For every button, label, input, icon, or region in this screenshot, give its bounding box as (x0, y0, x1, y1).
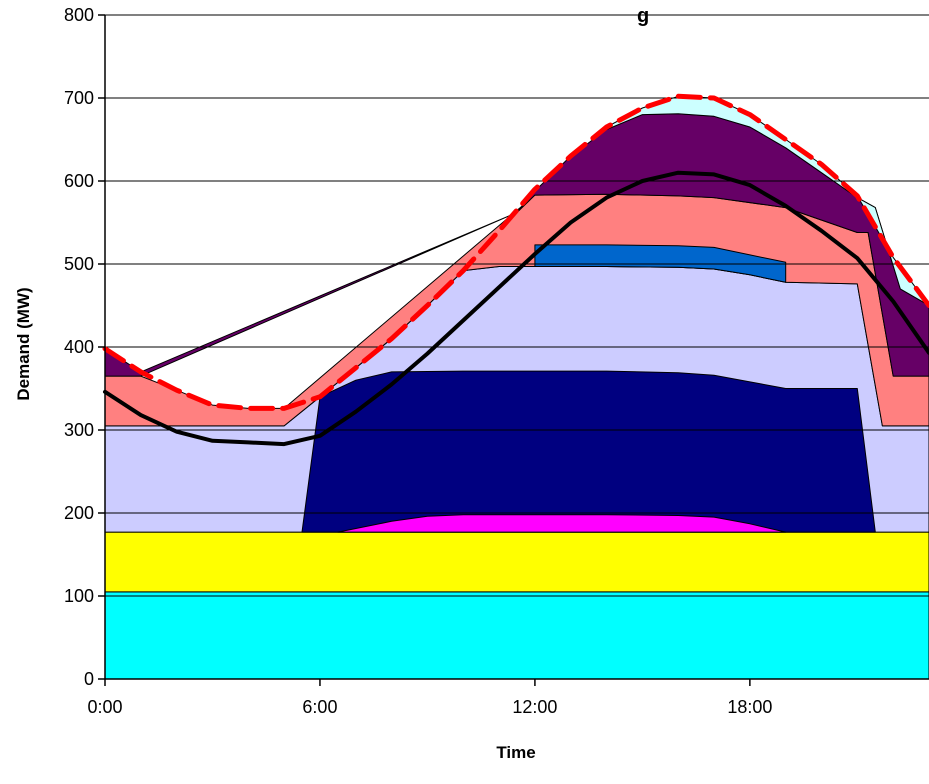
y-axis-title: Demand (MW) (14, 287, 33, 400)
x-tick-label-3: 18:00 (727, 697, 772, 717)
y-tick-label-600: 600 (64, 171, 94, 191)
series-line-2 (102, 93, 929, 411)
y-tick-label-300: 300 (64, 420, 94, 440)
x-tick-label-2: 12:00 (512, 697, 557, 717)
y-tick-label-500: 500 (64, 254, 94, 274)
x-axis-title: Time (496, 743, 535, 762)
demand-lines (102, 93, 929, 447)
series-line-1 (103, 170, 929, 447)
tick-labels: 0 100 200 300 400 500 600 700 800 0:00 6:00 12:00 18… (64, 5, 772, 717)
gridlines (105, 14, 929, 597)
stacked-areas (104, 95, 929, 680)
area-layer-2 (104, 531, 929, 593)
x-tick-label-1: 6:00 (302, 697, 337, 717)
y-tick-label-800: 800 (64, 5, 94, 25)
y-tick-label-400: 400 (64, 337, 94, 357)
y-tick-label-0: 0 (84, 669, 94, 689)
y-tick-label-200: 200 (64, 503, 94, 523)
y-tick-label-700: 700 (64, 88, 94, 108)
area-layer-4 (301, 370, 876, 533)
y-tick-label-100: 100 (64, 586, 94, 606)
area-layer-5 (337, 514, 787, 533)
chart-title: g (637, 5, 649, 27)
axes (98, 14, 929, 686)
x-tick-label-0: 0:00 (87, 697, 122, 717)
area-layer-1 (104, 591, 929, 680)
